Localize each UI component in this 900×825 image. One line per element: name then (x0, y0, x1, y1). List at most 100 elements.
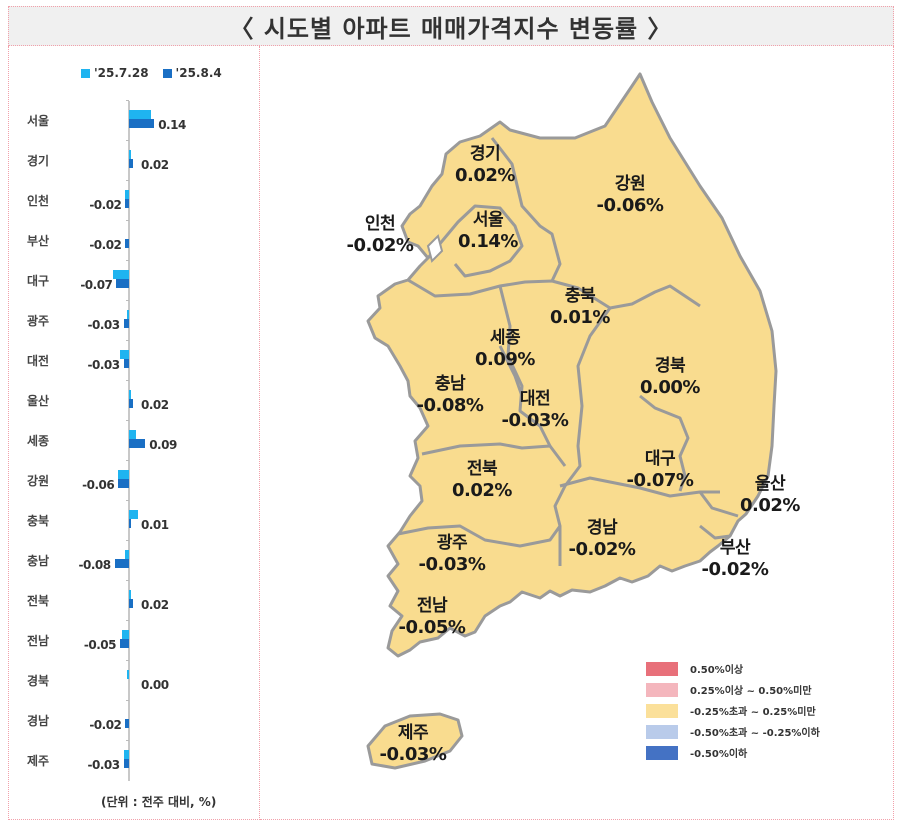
axis-tick (126, 660, 129, 661)
bar-chart-panel: '25.7.28 '25.8.4 서울 0.14 경기 0.02 인천 -0.02 부산 -0… (8, 46, 260, 820)
region-name: 울산 (754, 474, 786, 494)
legend-swatch-series-b (162, 68, 172, 78)
data-label: -0.02 (89, 718, 122, 732)
bar-row: 전북 0.02 (9, 584, 261, 624)
region-value: 0.09% (475, 349, 535, 370)
region-value: -0.08% (416, 395, 484, 416)
category-label: 세종 (27, 434, 50, 448)
axis-tick (126, 380, 129, 381)
map-legend-item: 0.25%이상 ~ 0.50%미만 (646, 679, 820, 700)
bar-series-b (129, 159, 133, 168)
region-value: 0.02% (740, 495, 800, 516)
bar-series-b (125, 719, 129, 728)
bar-series-a (118, 470, 129, 479)
map-legend: 0.50%이상 0.25%이상 ~ 0.50%미만 -0.25%초과 ~ 0.25%… (646, 658, 820, 763)
legend-label: 0.25%이상 ~ 0.50%미만 (690, 686, 812, 697)
category-label: 충남 (27, 554, 50, 568)
map-region-label: 인천 -0.02% (347, 214, 414, 256)
region-name: 경기 (469, 144, 501, 164)
category-label: 광주 (27, 314, 50, 328)
bar-series-a (129, 110, 151, 119)
gyeonggi-gangwon-border (490, 137, 562, 282)
page-title: 〈 시도별 아파트 매매가격지수 변동률 〉 (8, 6, 894, 46)
region-name: 강원 (614, 174, 646, 194)
region-name: 서울 (472, 210, 504, 230)
jeju-shape (366, 712, 464, 770)
region-value: -0.02% (568, 539, 636, 560)
category-label: 경북 (27, 674, 50, 688)
region-value: -0.02% (701, 559, 769, 580)
axis-tick (126, 740, 129, 741)
data-label: -0.02 (89, 198, 122, 212)
bar-series-b (129, 399, 133, 408)
bar-series-b (123, 319, 129, 328)
map-legend-item: -0.50%초과 ~ -0.25%이하 (646, 721, 820, 742)
bar-series-b (116, 279, 129, 288)
bar-series-a (125, 550, 129, 559)
bar-series-a (129, 590, 131, 599)
gyeongbuk-west-border (553, 307, 612, 566)
legend-item-series-a: '25.7.28 (81, 66, 149, 80)
bar-row: 대전 -0.03 (9, 344, 261, 384)
category-label: 충북 (27, 514, 50, 528)
category-label: 제주 (27, 754, 50, 768)
jeonbuk-border (421, 442, 567, 467)
region-name: 전남 (416, 596, 448, 616)
region-name: 충북 (564, 286, 596, 306)
region-name: 충남 (434, 374, 466, 394)
chungnam-chungbuk-border (498, 285, 552, 447)
bar-series-b (118, 479, 129, 488)
region-name: 인천 (364, 214, 396, 234)
region-value: 0.00% (640, 377, 700, 398)
region-name: 부산 (719, 538, 751, 558)
bar-row: 제주 -0.03 (9, 744, 261, 784)
legend-swatch (646, 745, 678, 760)
legend-item-series-b: '25.8.4 (162, 66, 222, 80)
axis-tick (126, 620, 129, 621)
map-region-label: 전남 -0.05% (399, 596, 466, 638)
bar-row: 경남 -0.02 (9, 704, 261, 744)
bar-row: 서울 0.14 (9, 104, 261, 144)
map-region-label: 강원 -0.06% (597, 174, 664, 216)
bar-series-b (123, 359, 129, 368)
bar-row: 세종 0.09 (9, 424, 261, 464)
category-label: 강원 (27, 474, 50, 488)
gyeongnam-border (559, 476, 720, 498)
bar-row: 전남 -0.05 (9, 624, 261, 664)
region-value: -0.07% (626, 470, 694, 491)
region-value: -0.03% (418, 554, 486, 575)
legend-swatch (646, 661, 678, 676)
bar-row: 충남 -0.08 (9, 544, 261, 584)
bar-row: 광주 -0.03 (9, 304, 261, 344)
region-value: -0.03% (379, 744, 447, 765)
axis-tick (126, 500, 129, 501)
bar-series-a (121, 630, 129, 639)
region-value: 0.02% (452, 480, 512, 501)
daegu-border (639, 394, 690, 492)
map-region-label: 세종 0.09% (475, 328, 535, 370)
data-label: 0.14 (158, 118, 186, 132)
region-value: -0.02% (346, 235, 414, 256)
sejong-border (498, 345, 524, 397)
axis-tick (126, 700, 129, 701)
region-value: -0.03% (501, 410, 569, 431)
bar-series-b (129, 119, 155, 128)
region-value: 0.02% (455, 165, 515, 186)
bar-row: 강원 -0.06 (9, 464, 261, 504)
jeonnam-border (397, 524, 562, 548)
axis-tick (126, 140, 129, 141)
data-label: 0.01 (141, 518, 169, 532)
map-region-label: 경북 0.00% (640, 356, 700, 398)
map-region-label: 대전 -0.03% (502, 389, 569, 431)
legend-label-series-a: '25.7.28 (94, 66, 149, 80)
data-label: -0.08 (78, 558, 112, 572)
region-name: 경북 (654, 356, 686, 376)
category-label: 경남 (27, 714, 50, 728)
category-label: 대전 (27, 354, 50, 368)
bar-row: 울산 0.02 (9, 384, 261, 424)
axis-tick (126, 220, 129, 221)
map-region-label: 대구 -0.07% (627, 449, 694, 491)
data-label: 0.02 (141, 158, 169, 172)
legend-label: -0.25%초과 ~ 0.25%미만 (690, 707, 816, 718)
region-name: 광주 (436, 533, 468, 553)
